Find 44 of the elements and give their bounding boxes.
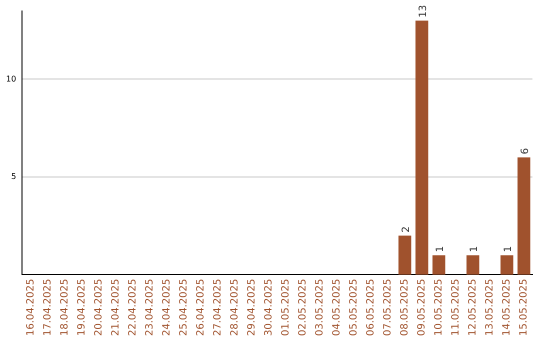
y-tick-label: 5 [11, 172, 16, 182]
x-tick-label: 14.05.2025 [501, 278, 512, 336]
data-label: 2 [400, 226, 412, 233]
data-label: 6 [520, 148, 531, 154]
x-tick-label: 12.05.2025 [467, 278, 478, 336]
x-tick-label: 02.05.2025 [297, 278, 308, 336]
x-tick-label: 20.04.2025 [93, 278, 104, 336]
data-label: 1 [502, 246, 514, 252]
x-tick-label: 03.05.2025 [314, 278, 326, 336]
x-tick-label: 05.05.2025 [348, 278, 360, 336]
x-tick-label: 09.05.2025 [416, 278, 428, 336]
bar [415, 20, 428, 275]
x-tick-label: 08.05.2025 [399, 278, 410, 336]
x-tick-label: 15.05.2025 [518, 278, 530, 336]
bar [500, 255, 514, 275]
x-tick-label: 19.04.2025 [76, 278, 88, 336]
x-tick-label: 01.05.2025 [280, 278, 292, 336]
x-tick-label: 24.04.2025 [161, 278, 172, 336]
x-tick-label: 18.04.2025 [59, 278, 70, 336]
data-label: 13 [418, 4, 429, 18]
bar [466, 255, 480, 275]
x-tick-label: 04.05.2025 [331, 278, 342, 336]
x-tick-label: 23.04.2025 [144, 278, 156, 336]
x-tick-label: 28.04.2025 [229, 278, 240, 336]
x-tick-label: 30.04.2025 [263, 278, 274, 336]
x-tick-label: 27.04.2025 [212, 278, 224, 336]
x-tick-label: 06.05.2025 [365, 278, 376, 336]
x-tick-label: 13.05.2025 [484, 278, 496, 336]
x-tick-label: 16.04.2025 [25, 278, 36, 336]
x-tick-label: 26.04.2025 [195, 278, 206, 336]
x-tick-label: 10.05.2025 [433, 278, 444, 336]
x-tick-label: 29.04.2025 [246, 278, 258, 336]
x-tick-label: 25.04.2025 [178, 278, 190, 336]
bar [518, 157, 530, 275]
x-tick-label: 21.04.2025 [110, 278, 122, 336]
x-tick-label: 22.04.2025 [127, 278, 138, 336]
bar [398, 236, 412, 275]
data-label: 1 [434, 246, 446, 252]
x-tick-label: 17.04.2025 [42, 278, 54, 336]
x-tick-label: 07.05.2025 [382, 278, 394, 336]
x-tick-label: 11.05.2025 [450, 278, 462, 336]
bar [432, 255, 446, 275]
y-tick-label: 10 [6, 74, 16, 84]
data-label: 1 [468, 246, 480, 252]
